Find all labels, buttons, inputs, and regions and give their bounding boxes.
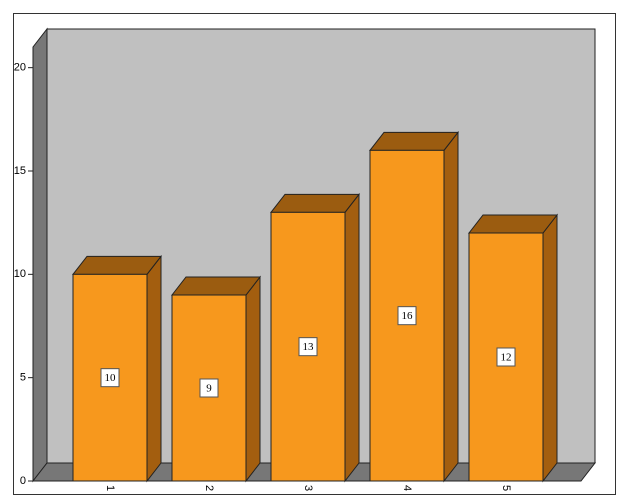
x-tick-label: 4 bbox=[401, 485, 413, 491]
value-label: 9 bbox=[206, 383, 212, 395]
y-tick-label: 10 bbox=[14, 268, 26, 280]
bar-top bbox=[170, 276, 262, 296]
bar-side bbox=[344, 192, 360, 483]
value-label: 10 bbox=[105, 372, 117, 384]
bar-side bbox=[146, 254, 162, 483]
bar-top bbox=[368, 131, 460, 151]
value-label-box bbox=[199, 378, 219, 398]
y-tick-label: 15 bbox=[14, 165, 26, 177]
value-label-box bbox=[298, 337, 318, 357]
bar-top bbox=[71, 255, 163, 275]
value-label-box bbox=[496, 347, 516, 367]
value-label: 13 bbox=[303, 341, 315, 353]
y-tick-label: 5 bbox=[20, 372, 26, 384]
bar-top bbox=[269, 193, 361, 213]
bar-side bbox=[245, 275, 261, 483]
bar: 16 bbox=[368, 130, 460, 483]
bar: 9 bbox=[170, 275, 262, 483]
x-tick-label: 3 bbox=[302, 485, 314, 491]
bar-side bbox=[542, 213, 558, 483]
y-tick-label: 0 bbox=[20, 475, 26, 487]
bar: 10 bbox=[71, 254, 163, 483]
value-label: 12 bbox=[501, 352, 512, 364]
value-label-box bbox=[397, 306, 417, 326]
bar-top bbox=[467, 214, 559, 234]
x-tick-label: 1 bbox=[104, 485, 116, 491]
side-wall bbox=[32, 27, 48, 483]
value-label-box bbox=[100, 368, 120, 388]
y-tick-label: 20 bbox=[14, 62, 26, 74]
bar: 12 bbox=[467, 213, 559, 483]
x-tick-label: 5 bbox=[500, 485, 512, 491]
bar-side bbox=[443, 130, 459, 483]
value-label: 16 bbox=[402, 310, 414, 322]
bar: 13 bbox=[269, 192, 361, 483]
x-tick-label: 2 bbox=[203, 485, 215, 491]
